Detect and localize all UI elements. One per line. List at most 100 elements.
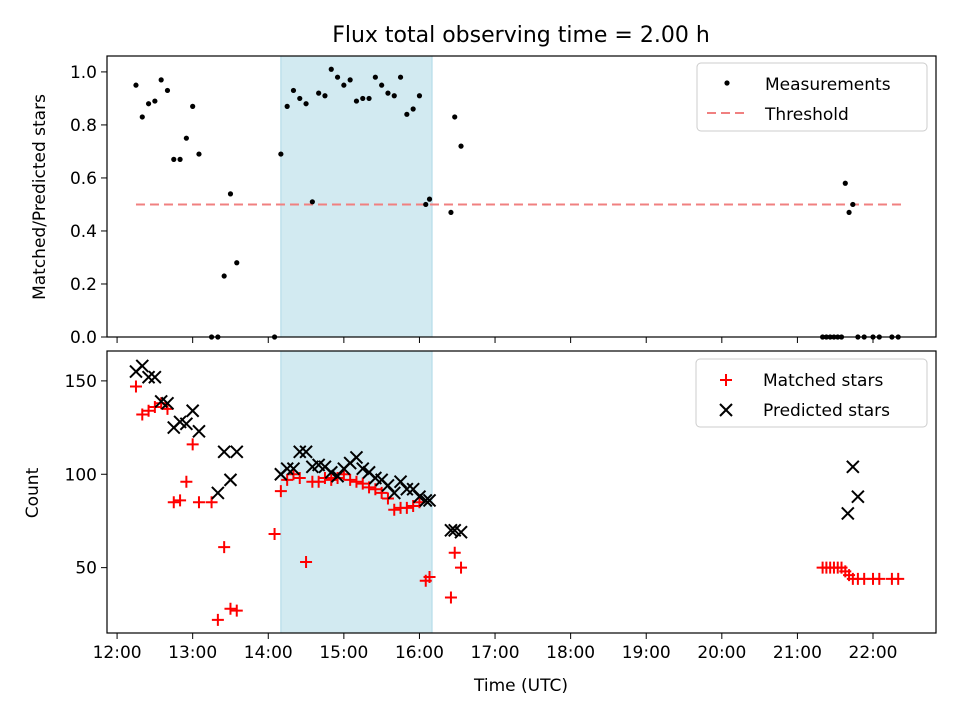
measurement-point — [133, 82, 139, 88]
measurement-point — [309, 199, 315, 205]
legend-measurements-label: Measurements — [765, 75, 891, 95]
measurement-point — [145, 101, 152, 107]
predicted-star-point — [422, 493, 437, 508]
predicted-star-point — [286, 461, 301, 476]
matched-star-point — [161, 402, 174, 415]
y-tick-label: 0.2 — [70, 275, 97, 295]
predicted-star-point — [356, 461, 370, 476]
measurement-point — [452, 114, 458, 120]
legend-matched-marker — [720, 374, 732, 386]
y-tick-label: 0.0 — [70, 328, 97, 348]
predicted-star-point — [230, 445, 244, 459]
predicted-star-point — [841, 506, 855, 521]
legend-threshold-label: Threshold — [764, 105, 849, 125]
measurement-point — [372, 74, 378, 80]
top-panel: 0.0 0.2 0.4 0.6 0.8 1.0 Matched/Predicted sta… — [30, 55, 937, 348]
measurement-point — [328, 66, 334, 72]
matched-star-point — [344, 473, 357, 486]
matched-star-point — [375, 486, 388, 499]
measurement-point — [221, 273, 227, 279]
top-legend: Measurements Threshold — [696, 62, 928, 132]
predicted-star-point — [192, 424, 206, 439]
chart-title: Flux total observing time = 2.00 h — [332, 23, 710, 48]
measurement-point — [410, 106, 416, 112]
matched-star-point — [350, 475, 363, 488]
measurement-points — [133, 66, 901, 340]
predicted-star-point — [400, 482, 414, 496]
matched-star-point — [211, 613, 224, 626]
predicted-star-point — [148, 370, 162, 384]
matched-star-point — [444, 591, 457, 604]
top-shaded-interval — [280, 55, 433, 338]
measurement-point — [284, 103, 290, 109]
measurement-point — [448, 209, 454, 216]
x-tick-label: 14:00 — [244, 643, 293, 663]
matched-star-point — [192, 496, 205, 509]
measurement-point — [334, 74, 341, 80]
x-tick-label: 18:00 — [546, 643, 595, 663]
x-axis-label: Time (UTC) — [473, 676, 568, 696]
measurement-point — [316, 90, 322, 96]
x-tick-label: 13:00 — [168, 643, 217, 663]
predicted-star-point — [185, 404, 200, 418]
bottom-x-axis-ticks: 12:00 13:00 14:00 15:00 16:00 17:00 18:00 19:00… — [93, 633, 898, 663]
bottom-shaded-interval — [280, 350, 433, 634]
predicted-star-point — [419, 493, 433, 508]
matched-star-point — [455, 561, 468, 574]
y-tick-label: 100 — [65, 465, 97, 485]
predicted-star-point — [135, 359, 149, 373]
matched-star-point — [224, 602, 237, 615]
top-y-axis-label: Matched/Predicted stars — [30, 94, 50, 300]
predicted-star-point — [217, 445, 231, 459]
predicted-star-point — [211, 486, 225, 500]
predicted-star-point — [324, 465, 338, 480]
matched-star-point — [174, 494, 187, 507]
measurement-point — [297, 95, 303, 102]
measurement-point — [366, 95, 372, 102]
measurement-point — [196, 151, 202, 157]
x-tick-label: 16:00 — [395, 643, 444, 663]
measurement-point — [347, 77, 353, 83]
bottom-legend: Matched stars Predicted stars — [695, 358, 928, 428]
matched-star-point — [873, 572, 886, 585]
predicted-star-point — [280, 461, 294, 476]
measurement-point — [152, 98, 158, 104]
measurement-point — [158, 77, 164, 83]
top-legend-box — [696, 62, 928, 132]
bottom-legend-box — [695, 358, 928, 428]
measurement-point — [458, 143, 464, 149]
predicted-star-point — [223, 473, 238, 487]
matched-star-point — [892, 572, 905, 585]
measurement-point — [278, 151, 284, 157]
predicted-star-point — [851, 489, 865, 504]
matched-star-point — [312, 475, 325, 488]
matched-star-point — [167, 496, 180, 509]
matched-star-point — [400, 501, 413, 514]
measurement-point — [341, 82, 347, 88]
matched-star-point — [129, 380, 142, 393]
matched-star-point — [136, 408, 149, 421]
predicted-star-point — [299, 445, 313, 459]
predicted-star-point — [412, 489, 427, 504]
x-tick-label: 20:00 — [697, 643, 746, 663]
measurement-point — [423, 201, 429, 208]
matched-star-point — [356, 477, 369, 490]
measurement-point — [303, 101, 309, 107]
legend-measurement-marker — [724, 80, 730, 86]
measurement-point — [426, 196, 433, 202]
x-tick-label: 22:00 — [849, 643, 898, 663]
matched-star-point — [423, 570, 436, 583]
y-tick-label: 150 — [65, 372, 97, 392]
predicted-star-point — [349, 450, 364, 465]
bottom-axes-frame — [106, 350, 937, 634]
x-tick-label: 15:00 — [319, 643, 368, 663]
measurement-point — [234, 260, 240, 266]
matched-star-point — [180, 475, 193, 488]
predicted-star-point — [179, 417, 194, 431]
matched-star-point — [388, 503, 401, 516]
predicted-star-point — [846, 460, 860, 474]
measurement-point — [171, 156, 177, 162]
bottom-y-axis-label: Count — [23, 467, 43, 518]
measurement-point — [353, 98, 360, 104]
